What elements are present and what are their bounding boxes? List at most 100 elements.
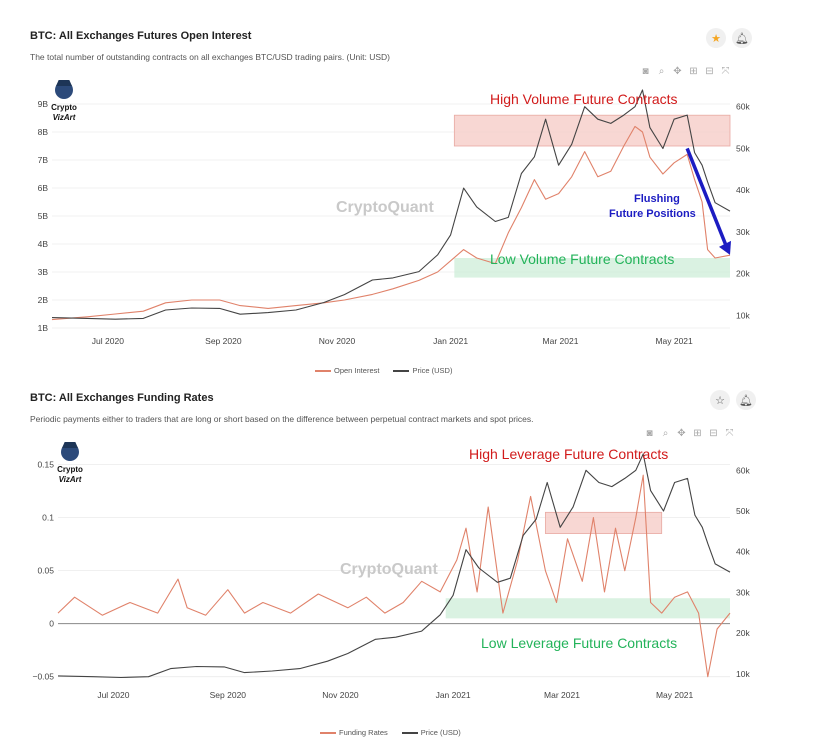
- star-icon: ★: [711, 32, 721, 45]
- annotation-flushing: Flushing: [634, 193, 680, 205]
- camera-icon[interactable]: ◙: [646, 428, 653, 439]
- open-interest-chart: 1B 2B 3B 4B 5B 6B 7B 8B 9B 10k 20k 30k 40k 50k 60k Jul …: [38, 80, 750, 346]
- y-right-tick-label: 10k: [736, 669, 750, 679]
- series-line-funding-rates: [57, 474, 731, 678]
- y-left-tick-label: 0.05: [37, 566, 54, 576]
- y-right-tick-label: 40k: [736, 547, 750, 557]
- y-left-tick-label: 0: [49, 619, 54, 629]
- y-left-tick-label: −0.05: [32, 672, 54, 682]
- star-outline-icon: ☆: [715, 394, 725, 407]
- y-right-tick-label: 50k: [736, 143, 750, 153]
- x-tick-label: Sep 2020: [205, 336, 242, 346]
- autoscale-icon[interactable]: ⤧: [725, 428, 734, 439]
- y-right-tick-label: 50k: [736, 506, 750, 516]
- x-tick-label: Mar 2021: [544, 690, 580, 700]
- legend-item-funding-rates[interactable]: Funding Rates: [320, 728, 388, 737]
- favorite-button[interactable]: ★: [706, 28, 726, 48]
- legend-swatch-price: [393, 369, 410, 372]
- watermark: CryptoQuant: [340, 561, 438, 578]
- y-right-tick-label: 10k: [736, 310, 750, 320]
- y-left-tick-label: 3B: [38, 267, 49, 277]
- y-left-tick-label: 9B: [38, 99, 49, 109]
- annotation-high-leverage: High Leverage Future Contracts: [469, 446, 668, 462]
- legend-label-price: Price (USD): [412, 366, 453, 375]
- x-tick-label: May 2021: [655, 336, 693, 346]
- high-leverage-zone: [544, 511, 663, 534]
- y-left-tick-label: 1B: [38, 323, 49, 333]
- bell-icon: 🔔︎: [735, 32, 749, 45]
- x-tick-label: Jan 2021: [433, 336, 468, 346]
- chart1-title: BTC: All Exchanges Futures Open Interest: [30, 30, 252, 42]
- x-tick-label: Mar 2021: [543, 336, 579, 346]
- camera-icon[interactable]: ◙: [642, 66, 649, 77]
- y-right-tick-label: 20k: [736, 628, 750, 638]
- x-tick-label: Nov 2020: [319, 336, 356, 346]
- logo-hat-icon: [62, 442, 78, 448]
- zoom-icon[interactable]: ⌕: [658, 66, 665, 77]
- legend-swatch-price-2: [401, 731, 418, 734]
- annotation-high-volume: High Volume Future Contracts: [490, 91, 678, 107]
- series-line-price-usd: [57, 453, 731, 679]
- chart2-legend: Funding Rates Price (USD): [320, 728, 461, 737]
- x-tick-label: Jul 2020: [97, 690, 129, 700]
- alert-button[interactable]: 🔔︎: [732, 28, 752, 48]
- annotation-low-leverage: Low Leverage Future Contracts: [481, 635, 677, 651]
- y-left-tick-label: 5B: [38, 211, 49, 221]
- pan-icon[interactable]: ✥: [677, 428, 686, 439]
- autoscale-icon[interactable]: ⤧: [721, 66, 730, 77]
- chart2-toolbar: ◙ ⌕ ✥ ⊞ ⊟ ⤧: [644, 428, 735, 439]
- low-leverage-zone: [445, 598, 730, 619]
- x-tick-label: May 2021: [656, 690, 694, 700]
- watermark: CryptoQuant: [336, 199, 434, 216]
- y-left-tick-label: 4B: [38, 239, 49, 249]
- zoom-out-icon[interactable]: ⊟: [709, 428, 718, 439]
- flush-arrow: [685, 147, 729, 249]
- logo-text: VizArt: [59, 475, 82, 484]
- low-volume-zone: [454, 258, 730, 278]
- x-tick-label: Jan 2021: [436, 690, 471, 700]
- y-right-tick-label: 30k: [736, 227, 750, 237]
- pan-icon[interactable]: ✥: [673, 66, 682, 77]
- favorite-button-2[interactable]: ☆: [710, 390, 730, 410]
- logo-text: VizArt: [53, 113, 76, 122]
- chart1-legend: Open Interest Price (USD): [315, 366, 452, 375]
- y-left-tick-label: 6B: [38, 183, 49, 193]
- zoom-out-icon[interactable]: ⊟: [705, 66, 714, 77]
- legend-swatch-funding-rates: [320, 731, 336, 734]
- flush-arrow-head: [719, 240, 731, 255]
- chart1-toolbar: ◙ ⌕ ✥ ⊞ ⊟ ⤧: [640, 66, 731, 77]
- x-tick-label: Nov 2020: [322, 690, 359, 700]
- y-left-tick-label: 0.15: [37, 460, 54, 470]
- y-right-tick-label: 60k: [736, 102, 750, 112]
- high-volume-zone: [453, 114, 731, 147]
- y-left-tick-label: 2B: [38, 295, 49, 305]
- y-left-tick-label: 7B: [38, 155, 49, 165]
- annotation-flushing: Future Positions: [609, 208, 696, 220]
- legend-item-price-2[interactable]: Price (USD): [401, 728, 461, 737]
- chart1-subtitle: The total number of outstanding contract…: [30, 52, 391, 62]
- chart2-subtitle: Periodic payments either to traders that…: [30, 414, 534, 424]
- y-right-tick-label: 20k: [736, 269, 750, 279]
- y-right-tick-label: 40k: [736, 185, 750, 195]
- zoom-icon[interactable]: ⌕: [662, 428, 669, 439]
- series-line-price-usd: [51, 89, 731, 320]
- legend-swatch-open-interest: [315, 369, 331, 372]
- x-tick-label: Sep 2020: [210, 690, 247, 700]
- funding-rates-chart: −0.05 0 0.05 0.1 0.15 10k 20k 30k 40k 50k 60k Jul 2…: [32, 442, 750, 700]
- logo-hat-icon: [56, 80, 72, 86]
- legend-label-price-2: Price (USD): [420, 728, 461, 737]
- zoom-in-icon[interactable]: ⊞: [693, 428, 702, 439]
- annotation-low-volume: Low Volume Future Contracts: [490, 251, 674, 267]
- y-left-tick-label: 8B: [38, 127, 49, 137]
- zoom-in-icon[interactable]: ⊞: [689, 66, 698, 77]
- legend-item-price[interactable]: Price (USD): [393, 366, 452, 375]
- alert-button-2[interactable]: 🔔︎: [736, 390, 756, 410]
- bell-icon: 🔔︎: [739, 394, 753, 407]
- chart2-title: BTC: All Exchanges Funding Rates: [30, 392, 214, 404]
- y-left-tick-label: 0.1: [42, 513, 54, 523]
- series-line-open-interest: [51, 125, 731, 321]
- logo-text: Crypto: [57, 465, 83, 474]
- y-right-tick-label: 30k: [736, 587, 750, 597]
- legend-item-open-interest[interactable]: Open Interest: [315, 366, 379, 375]
- logo-text: Crypto: [51, 103, 77, 112]
